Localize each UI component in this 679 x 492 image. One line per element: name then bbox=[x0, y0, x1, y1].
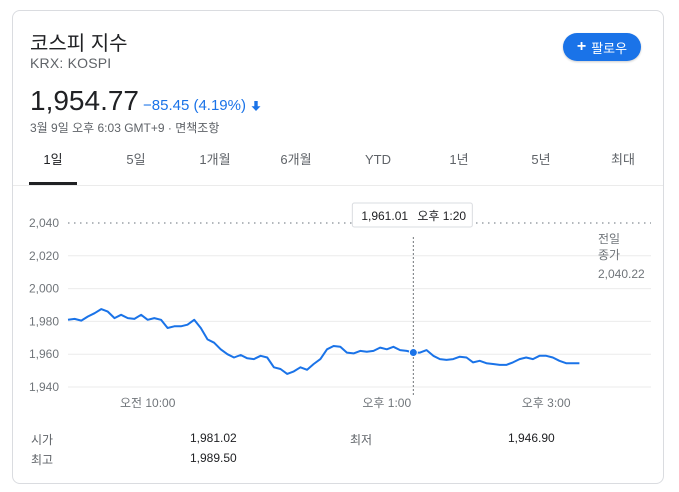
tab-6m[interactable]: 6개월 bbox=[280, 152, 312, 167]
ticker-symbol: KRX: KOSPI bbox=[30, 55, 112, 71]
stat-low-value: 1,946.90 bbox=[508, 431, 555, 445]
tooltip-time: 오후 1:20 bbox=[417, 209, 466, 223]
previous-close-label-line2: 종가 bbox=[598, 248, 620, 262]
plus-icon: + bbox=[576, 38, 587, 55]
tab-1d[interactable]: 1일 bbox=[29, 145, 77, 185]
tab-5d[interactable]: 5일 bbox=[126, 152, 146, 167]
tooltip-box bbox=[351, 202, 473, 228]
previous-close-label-line1: 전일 bbox=[598, 232, 620, 246]
tab-ytd[interactable]: YTD bbox=[365, 152, 391, 167]
price-chart[interactable]: 2,040 2,020 2,000 1,980 1,960 1,940 오전 10:00 오후… bbox=[13, 201, 663, 421]
tab-1m[interactable]: 1개월 bbox=[199, 152, 231, 167]
x-tick-label: 오후 3:00 bbox=[522, 396, 571, 410]
follow-label: 팔로우 bbox=[591, 40, 628, 56]
y-tick-label: 2,000 bbox=[29, 282, 59, 296]
x-tick-label: 오후 1:00 bbox=[362, 396, 411, 410]
stat-low-label: 최저 bbox=[350, 433, 373, 447]
tab-1y[interactable]: 1년 bbox=[449, 152, 469, 167]
x-tick-label: 오전 10:00 bbox=[120, 396, 176, 410]
quote-timestamp: 3월 9일 오후 6:03 GMT+9 · 면책조항 bbox=[30, 121, 220, 135]
stat-high-value: 1,989.50 bbox=[190, 451, 237, 465]
index-title: 코스피 지수 bbox=[30, 33, 128, 55]
arrow-down-icon bbox=[251, 100, 261, 111]
tooltip-value: 1,961.01 bbox=[361, 209, 408, 223]
price-change-text: −85.45 (4.19%) bbox=[143, 97, 246, 114]
range-tabs: 1일 5일 1개월 6개월 YTD 1년 5년 최대 bbox=[13, 145, 663, 186]
tab-max[interactable]: 최대 bbox=[611, 152, 635, 167]
hover-point bbox=[408, 348, 418, 358]
y-tick-label: 1,980 bbox=[29, 314, 59, 328]
stat-open-label: 시가 bbox=[31, 433, 54, 447]
stat-high-label: 최고 bbox=[31, 453, 54, 467]
series-line bbox=[67, 308, 580, 375]
stat-open-value: 1,981.02 bbox=[190, 431, 237, 445]
stock-card: 코스피 지수 KRX: KOSPI + 팔로우 1,954.77 −85.45 … bbox=[12, 10, 664, 484]
y-tick-label: 1,960 bbox=[29, 347, 59, 361]
previous-close-value: 2,040.22 bbox=[598, 267, 645, 281]
follow-button[interactable]: + 팔로우 bbox=[563, 33, 641, 61]
price-change: −85.45 (4.19%) bbox=[143, 97, 262, 114]
y-tick-label: 2,020 bbox=[29, 249, 59, 263]
y-tick-label: 1,940 bbox=[29, 380, 59, 394]
y-tick-label: 2,040 bbox=[29, 216, 59, 230]
current-price: 1,954.77 bbox=[30, 85, 139, 116]
tab-5y[interactable]: 5년 bbox=[531, 152, 551, 167]
